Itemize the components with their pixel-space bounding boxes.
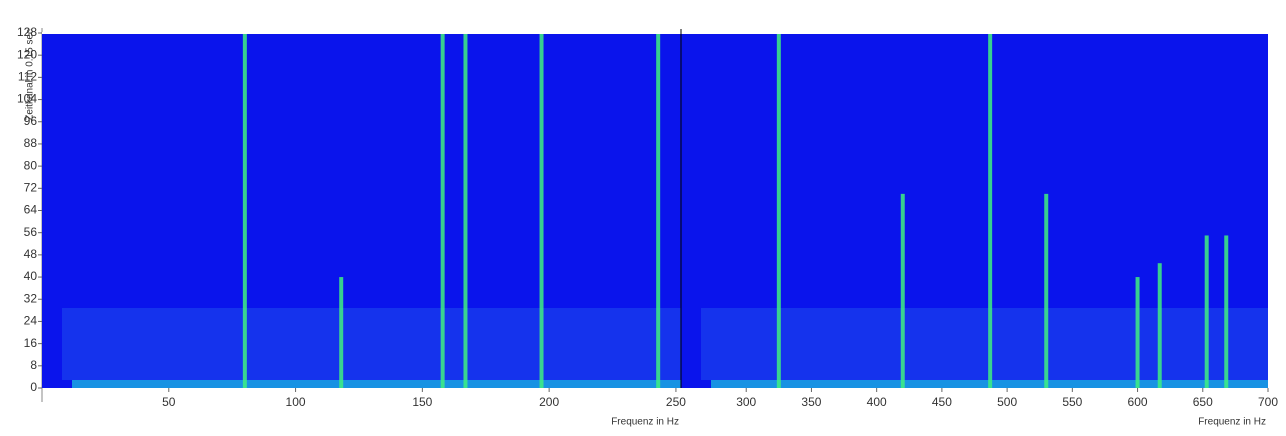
x-tick-label: 500 <box>997 395 1017 409</box>
y-tick-label: 96 <box>24 114 38 128</box>
x-tick-label: 650 <box>1193 395 1213 409</box>
spectral-peak <box>339 277 344 388</box>
spectral-peak <box>1135 277 1140 388</box>
y-tick-label: 64 <box>24 203 38 217</box>
x-tick-label: 400 <box>867 395 887 409</box>
spectral-peak <box>440 33 445 388</box>
spectral-peak <box>988 33 993 388</box>
spectral-peak <box>900 193 905 388</box>
y-tick-label: 48 <box>24 247 38 261</box>
x-tick-label: 100 <box>286 395 306 409</box>
y-tick-label: 104 <box>17 92 37 106</box>
y-tick-label: 56 <box>24 225 38 239</box>
x-tick-label: 450 <box>932 395 952 409</box>
y-tick-label: 32 <box>24 291 38 305</box>
spectral-peak <box>776 33 781 388</box>
spectral-peak <box>242 33 247 388</box>
x-tick-label: 200 <box>539 395 559 409</box>
spectral-peak <box>463 33 468 388</box>
noise-band <box>701 308 1268 380</box>
x-tick-label: 550 <box>1062 395 1082 409</box>
y-tick-label: 16 <box>24 336 38 350</box>
x-axis-title: Frequenz in Hz <box>1198 417 1266 428</box>
spectral-peak <box>1157 263 1162 388</box>
y-tick-label: 0 <box>30 380 37 394</box>
x-tick-label: 350 <box>801 395 821 409</box>
x-tick-label: 600 <box>1128 395 1148 409</box>
x-tick-label: 700 <box>1258 395 1278 409</box>
x-tick-label: 250 <box>666 395 686 409</box>
x-tick-label: 50 <box>162 395 176 409</box>
spectral-peak <box>1044 193 1049 388</box>
plot-area <box>42 33 681 388</box>
y-tick-label: 8 <box>30 358 37 372</box>
spectral-peak <box>1224 235 1229 388</box>
y-tick-label: 40 <box>24 269 38 283</box>
x-axis-title: Frequenz in Hz <box>611 417 679 428</box>
y-tick-label: 80 <box>24 158 38 172</box>
y-tick-label: 128 <box>17 25 37 39</box>
y-tick-label: 88 <box>24 136 38 150</box>
y-tick-label: 72 <box>24 180 38 194</box>
x-tick-label: 300 <box>736 395 756 409</box>
low-band <box>72 380 681 388</box>
y-tick-label: 24 <box>24 314 38 328</box>
spectral-peak <box>656 33 661 388</box>
x-tick-label: 150 <box>412 395 432 409</box>
noise-band <box>62 308 681 380</box>
spectral-peak <box>1204 235 1209 388</box>
spectral-peak <box>539 33 544 388</box>
y-axis-title: Zeitkanal in 0.15 sec <box>25 29 36 121</box>
y-tick-label: 112 <box>18 70 37 84</box>
y-tick-label: 120 <box>17 47 37 61</box>
